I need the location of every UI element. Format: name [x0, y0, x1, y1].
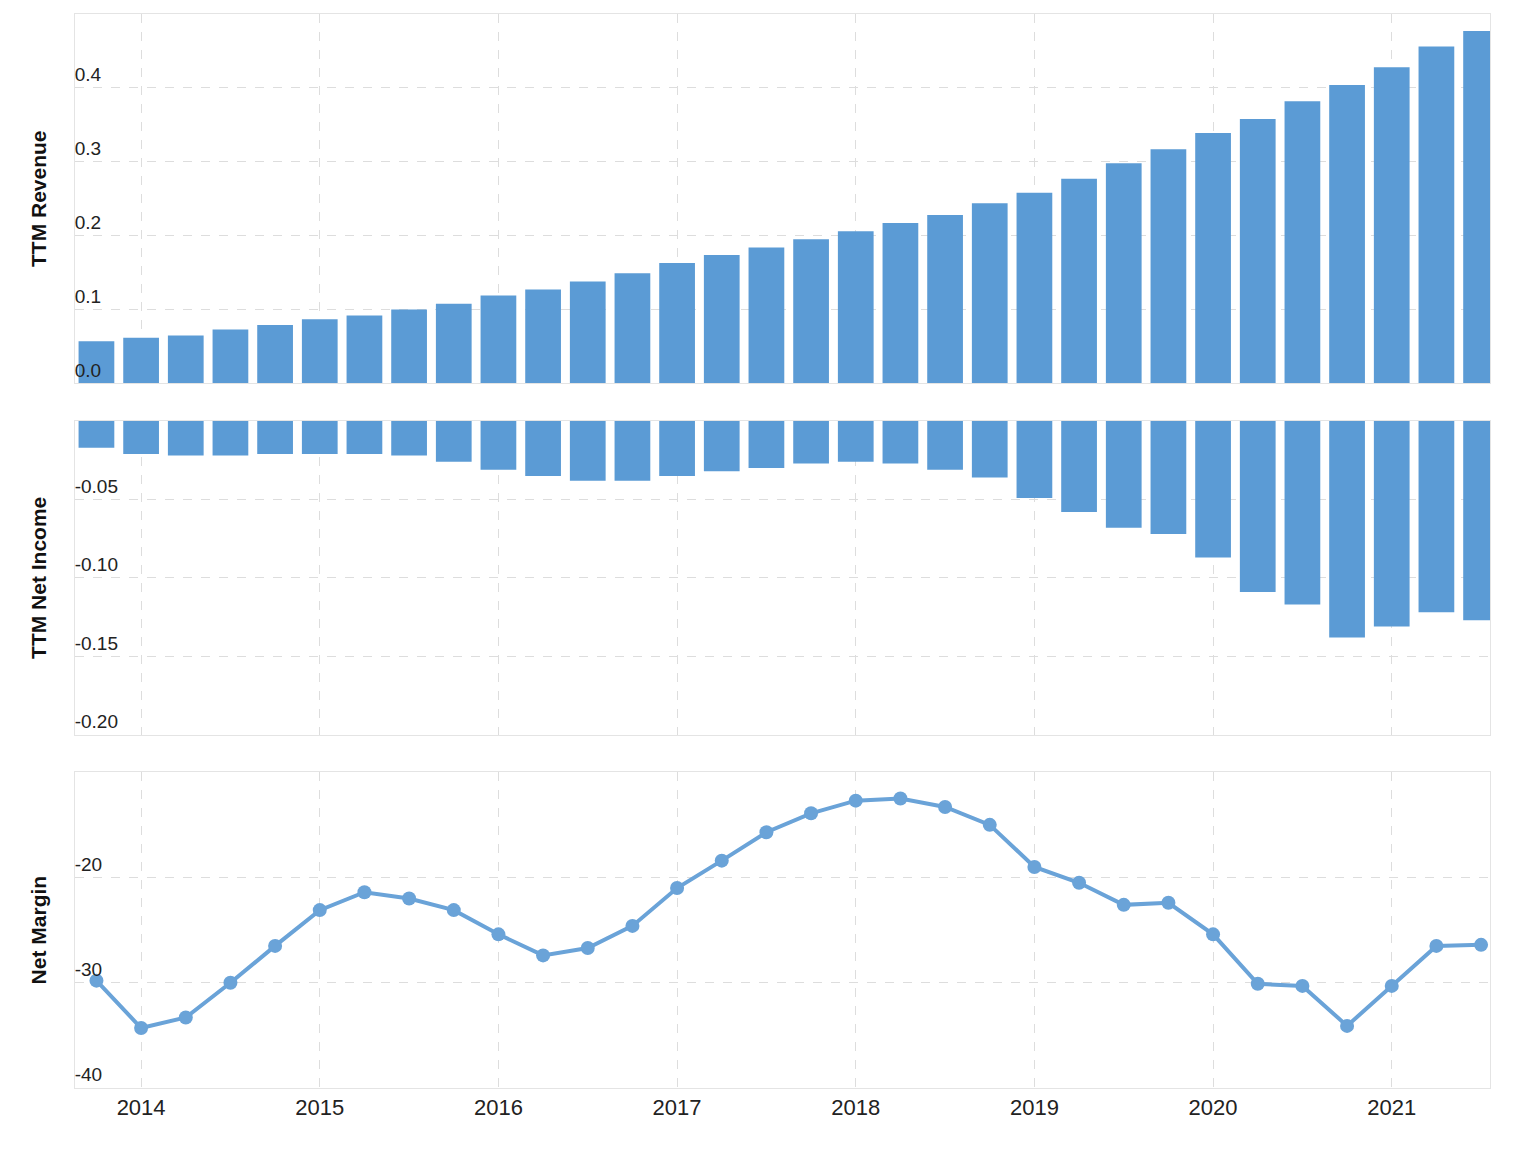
svg-text:Net Margin: Net Margin [27, 876, 50, 985]
svg-text:0.1: 0.1 [75, 286, 101, 307]
svg-text:2020: 2020 [1189, 1095, 1238, 1120]
svg-text:0.4: 0.4 [75, 64, 102, 85]
svg-text:0.0: 0.0 [75, 360, 101, 381]
svg-text:2015: 2015 [295, 1095, 344, 1120]
svg-text:2021: 2021 [1367, 1095, 1416, 1120]
svg-text:0.2: 0.2 [75, 212, 101, 233]
svg-text:-0.05: -0.05 [75, 476, 118, 497]
svg-text:-0.10: -0.10 [75, 554, 118, 575]
svg-text:-30: -30 [75, 959, 102, 980]
svg-text:2019: 2019 [1010, 1095, 1059, 1120]
svg-text:TTM Revenue: TTM Revenue [27, 130, 50, 267]
svg-text:2017: 2017 [653, 1095, 702, 1120]
svg-text:2014: 2014 [117, 1095, 166, 1120]
svg-text:-40: -40 [75, 1064, 102, 1085]
svg-text:-20: -20 [75, 854, 102, 875]
svg-text:TTM Net Income: TTM Net Income [27, 497, 50, 659]
svg-text:0.3: 0.3 [75, 138, 101, 159]
svg-text:-0.15: -0.15 [75, 633, 118, 654]
svg-text:2016: 2016 [474, 1095, 523, 1120]
svg-text:2018: 2018 [831, 1095, 880, 1120]
svg-text:-0.20: -0.20 [75, 711, 118, 732]
